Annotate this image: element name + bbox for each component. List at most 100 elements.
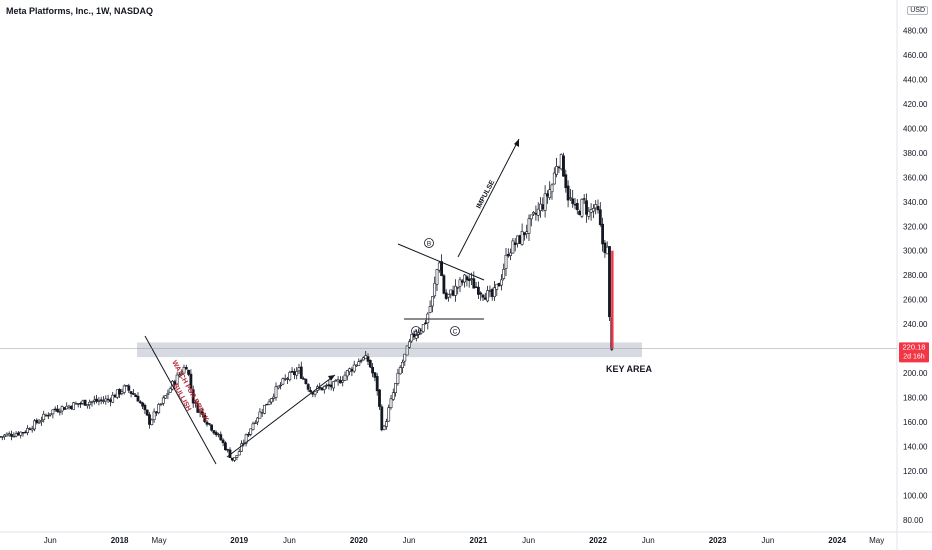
candle xyxy=(175,372,179,385)
candle xyxy=(39,416,43,426)
candle xyxy=(410,333,414,344)
arrowhead-impulse xyxy=(514,139,519,147)
x-tick-label: 2018 xyxy=(111,536,129,545)
candle xyxy=(564,169,568,193)
x-tick-label: Jun xyxy=(761,536,774,545)
y-tick-label: 340.00 xyxy=(903,198,928,207)
candle xyxy=(355,364,358,367)
time-axis[interactable]: Jun 2018 May 2019 Jun 2020 Jun 2021 Jun 2022 Jun 20… xyxy=(0,531,932,545)
y-tick-label: 200.00 xyxy=(903,369,928,378)
trendline-watch-break[interactable] xyxy=(144,335,217,465)
chart-title: Meta Platforms, Inc., 1W, NASDAQ xyxy=(6,6,154,16)
candle xyxy=(159,403,163,407)
candle xyxy=(578,209,582,216)
price-tag-box xyxy=(899,342,929,363)
candle xyxy=(582,194,586,205)
candle xyxy=(182,364,186,374)
candle xyxy=(35,418,39,425)
candle xyxy=(357,358,361,366)
candle xyxy=(37,418,41,424)
candle xyxy=(226,448,230,453)
candle xyxy=(325,383,329,389)
drawing-layer: A B C WATCH FOR BREAK BULLISH IMPULSE KE… xyxy=(144,138,653,465)
candle xyxy=(161,395,165,406)
candle xyxy=(359,358,363,364)
candle xyxy=(302,376,306,380)
candle xyxy=(122,384,126,395)
y-tick-label: 300.00 xyxy=(903,247,928,256)
candle xyxy=(217,432,220,438)
candle xyxy=(405,345,409,356)
candle xyxy=(3,433,7,440)
candle xyxy=(421,323,425,333)
candle xyxy=(33,418,36,432)
candle xyxy=(387,404,391,422)
current-price-tag: 220.18 2d 16h xyxy=(0,342,929,363)
y-tick-label: 120.00 xyxy=(903,467,928,476)
candle xyxy=(603,240,607,258)
candle xyxy=(145,409,149,417)
candle xyxy=(14,431,18,438)
candle xyxy=(230,457,234,462)
x-tick-label: May xyxy=(869,536,884,545)
candle xyxy=(286,376,289,384)
wave-label-a: A xyxy=(411,326,421,336)
candle xyxy=(525,224,529,239)
candle xyxy=(23,430,27,434)
svg-text:C: C xyxy=(453,329,458,336)
candle xyxy=(476,281,480,300)
candle xyxy=(201,408,204,418)
candle xyxy=(543,185,547,218)
candle xyxy=(295,367,299,380)
x-tick-label: Jun xyxy=(283,536,296,545)
trendline-impulse-arrow[interactable] xyxy=(457,138,520,258)
annotation-key-area: KEY AREA xyxy=(606,364,653,374)
candle xyxy=(380,404,384,432)
candle xyxy=(7,431,11,437)
candle xyxy=(265,403,269,406)
candle xyxy=(28,426,32,431)
candle xyxy=(191,385,195,408)
candle xyxy=(474,282,478,288)
candle xyxy=(309,386,312,393)
key-area-rect[interactable] xyxy=(137,342,642,358)
candle xyxy=(509,248,513,261)
triangle-upper-line[interactable] xyxy=(397,243,485,281)
candle xyxy=(60,405,64,415)
candle xyxy=(83,399,87,406)
candle xyxy=(233,457,237,463)
candle xyxy=(463,273,467,288)
x-tick-label: 2021 xyxy=(470,536,488,545)
currency-badge[interactable]: USD xyxy=(907,6,928,15)
candle xyxy=(292,368,296,380)
candle xyxy=(115,389,119,400)
candle xyxy=(267,399,271,406)
candle xyxy=(424,320,427,325)
candle xyxy=(566,180,570,208)
candle xyxy=(322,385,326,394)
candle xyxy=(276,385,280,390)
annotation-impulse: IMPULSE xyxy=(476,179,497,210)
candle xyxy=(596,199,600,214)
candle xyxy=(513,237,517,252)
y-tick-label: 480.00 xyxy=(903,27,928,36)
candle xyxy=(550,183,554,200)
trendline-bullish-arrow[interactable] xyxy=(226,374,336,458)
candle xyxy=(449,289,453,299)
candle xyxy=(396,368,400,386)
candle xyxy=(336,376,340,386)
candle xyxy=(304,378,308,385)
candle xyxy=(164,395,168,399)
candle xyxy=(447,293,450,302)
candle xyxy=(373,372,377,382)
candle xyxy=(67,404,71,410)
wave-label-c: C xyxy=(450,326,460,336)
x-tick-label: 2024 xyxy=(828,536,846,545)
candle xyxy=(228,447,232,459)
candle xyxy=(495,283,499,297)
key-area-zone-layer xyxy=(137,342,642,358)
candle xyxy=(79,401,82,408)
x-tick-label: 2019 xyxy=(230,536,248,545)
price-axis[interactable]: 80.00 100.00 120.00 140.00 160.00 180.00 200.0… xyxy=(896,0,928,550)
